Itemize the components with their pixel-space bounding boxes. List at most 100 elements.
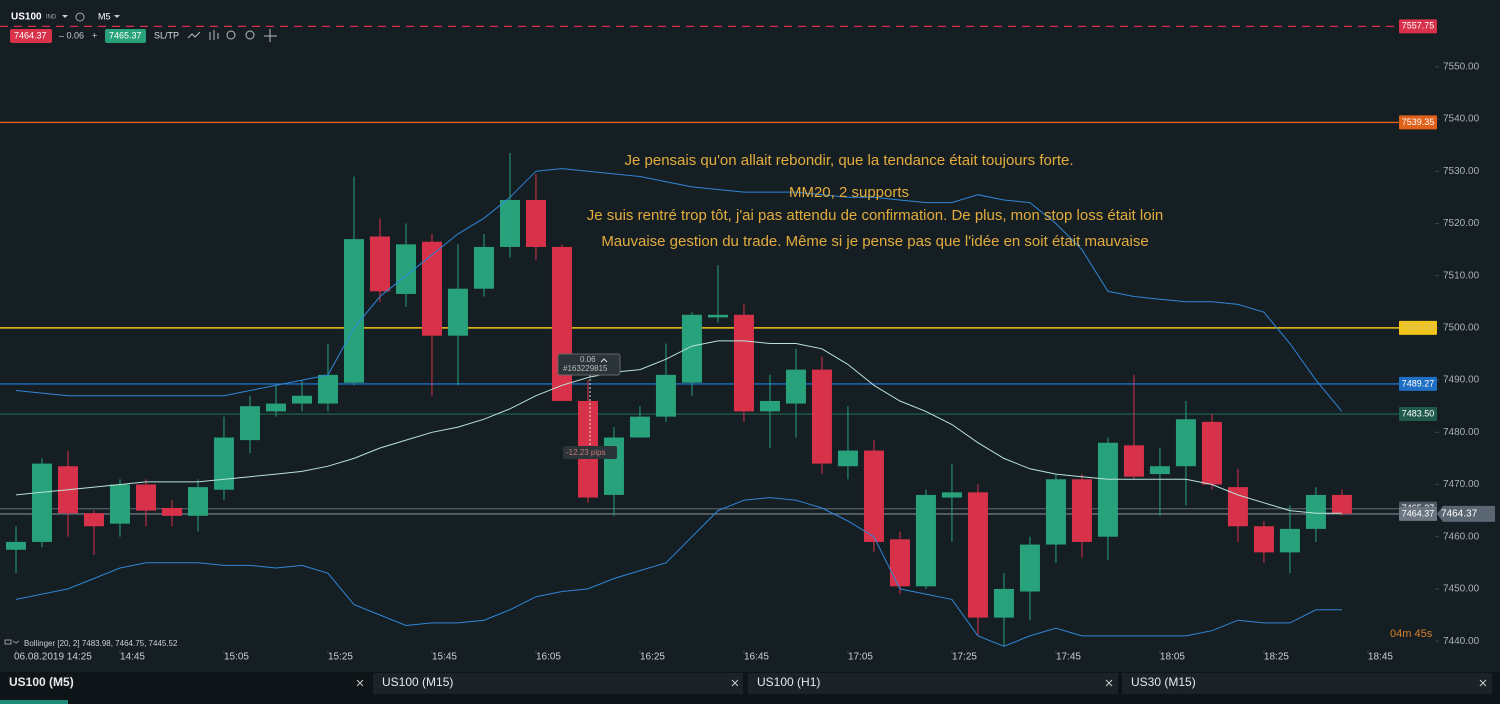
candle-body bbox=[499, 199, 520, 247]
current-price-label: 7464.37 bbox=[1441, 509, 1478, 520]
candle-body bbox=[759, 400, 780, 412]
tab[interactable] bbox=[373, 673, 743, 694]
candle-icon[interactable] bbox=[209, 30, 219, 40]
candle-body bbox=[915, 494, 936, 587]
price-level-label: 7557.75 bbox=[1402, 21, 1435, 31]
tab-label[interactable]: US30 (M15) bbox=[1131, 675, 1196, 689]
sell-box[interactable] bbox=[10, 29, 52, 43]
candle-body bbox=[1201, 421, 1222, 485]
x-tick-label: 14:45 bbox=[120, 652, 145, 663]
annotation: Je pensais qu'on allait rebondir, que la… bbox=[625, 152, 1074, 169]
price-level-tag bbox=[1399, 115, 1437, 130]
candle-body bbox=[1123, 445, 1144, 477]
info-icon[interactable] bbox=[75, 12, 85, 22]
candle-body bbox=[967, 492, 988, 618]
candle-body bbox=[707, 314, 728, 318]
candle-body bbox=[291, 395, 312, 404]
candle-body bbox=[1227, 487, 1248, 527]
y-tick-label: 7460.00 bbox=[1443, 531, 1480, 542]
x-tick-label: 06.08.2019 14:25 bbox=[14, 652, 92, 663]
y-tick-label: 7480.00 bbox=[1443, 427, 1480, 438]
x-tick-label: 17:45 bbox=[1056, 652, 1081, 663]
pips-box bbox=[563, 446, 617, 459]
symbol[interactable]: US100 bbox=[11, 12, 42, 23]
tab-label[interactable]: US100 (M15) bbox=[382, 675, 453, 689]
candle-body bbox=[551, 246, 572, 401]
candle-body bbox=[889, 539, 910, 587]
tab-close[interactable] bbox=[1105, 679, 1113, 687]
annotation: Je suis rentré trop tôt, j'ai pas attend… bbox=[587, 207, 1164, 224]
buy-box[interactable] bbox=[105, 29, 146, 43]
price-level-label: 7483.50 bbox=[1402, 408, 1435, 418]
trade-ticket: #163229815 bbox=[563, 364, 608, 373]
trade-volume: 0.06 bbox=[580, 355, 596, 364]
tab-close[interactable] bbox=[731, 679, 739, 687]
price-level-tag bbox=[1399, 506, 1437, 521]
candle-body bbox=[1279, 528, 1300, 553]
x-tick-label: 18:45 bbox=[1368, 652, 1393, 663]
crosshair-icon[interactable] bbox=[264, 29, 277, 42]
x-tick-label: 15:05 bbox=[224, 652, 249, 663]
indicator-legend: Bollinger [20, 2] 7483.98, 7464.75, 7445… bbox=[24, 639, 178, 648]
timeframe[interactable]: M5 bbox=[98, 11, 111, 21]
candle-body bbox=[629, 416, 650, 438]
price-level-label: 7489.27 bbox=[1402, 378, 1435, 388]
toolbar-icons[interactable] bbox=[187, 29, 277, 42]
dropdown-icon[interactable] bbox=[62, 15, 68, 18]
candle-body bbox=[369, 236, 390, 292]
x-tick-label: 17:05 bbox=[848, 652, 873, 663]
sltp[interactable]: SL/TP bbox=[154, 30, 179, 40]
candle-body bbox=[811, 369, 832, 464]
candle-body bbox=[317, 374, 338, 404]
x-tick-label: 18:25 bbox=[1264, 652, 1289, 663]
tab[interactable] bbox=[1122, 673, 1492, 694]
candle-body bbox=[1149, 466, 1170, 475]
ask-price[interactable]: 7465.37 bbox=[109, 30, 142, 40]
candle-body bbox=[31, 463, 52, 542]
y-tick-label: 7470.00 bbox=[1443, 479, 1480, 490]
candle-body bbox=[213, 437, 234, 490]
candle-body bbox=[837, 450, 858, 467]
candle-body bbox=[395, 244, 416, 294]
candle-body bbox=[239, 406, 260, 441]
candle-body bbox=[525, 199, 546, 247]
candle-body bbox=[863, 450, 884, 542]
price-level-tag bbox=[1399, 407, 1437, 422]
y-tick-label: 7440.00 bbox=[1443, 636, 1480, 647]
price-level-tag bbox=[1399, 376, 1437, 391]
candle-body bbox=[1045, 479, 1066, 545]
candle-body bbox=[1305, 494, 1326, 529]
y-tick-label: 7510.00 bbox=[1443, 270, 1480, 281]
x-tick-label: 15:45 bbox=[432, 652, 457, 663]
candle-body bbox=[1331, 494, 1352, 514]
candle-body bbox=[343, 239, 364, 383]
y-tick-label: 7500.00 bbox=[1443, 323, 1480, 334]
plus[interactable]: + bbox=[92, 30, 97, 40]
candle-body bbox=[1071, 479, 1092, 542]
y-tick-label: 7490.00 bbox=[1443, 375, 1480, 386]
bid-price[interactable]: 7464.37 bbox=[14, 30, 47, 40]
zoom-out-icon[interactable] bbox=[226, 30, 236, 40]
tab-label[interactable]: US100 (H1) bbox=[757, 675, 820, 689]
candle-body bbox=[187, 487, 208, 516]
line-icon[interactable] bbox=[187, 31, 201, 39]
indicator-icons[interactable] bbox=[4, 639, 20, 645]
spread: – 0.06 bbox=[59, 30, 84, 40]
candle-body bbox=[1019, 544, 1040, 592]
tab-close[interactable] bbox=[1479, 679, 1487, 687]
x-tick-label: 16:05 bbox=[536, 652, 561, 663]
bollinger-line bbox=[15, 497, 1342, 647]
tab[interactable] bbox=[748, 673, 1118, 694]
candle-body bbox=[1175, 419, 1196, 467]
zoom-in-icon[interactable] bbox=[245, 30, 255, 40]
price-level-tag bbox=[1399, 19, 1437, 34]
tab-close[interactable] bbox=[356, 679, 364, 687]
y-tick-label: 7450.00 bbox=[1443, 584, 1480, 595]
active-tab-indicator bbox=[0, 700, 68, 704]
tab-label[interactable]: US100 (M5) bbox=[9, 675, 74, 689]
price-level-label: 7464.37 bbox=[1402, 508, 1435, 518]
dropdown-icon[interactable] bbox=[114, 15, 120, 18]
x-tick-label: 15:25 bbox=[328, 652, 353, 663]
x-tick-label: 18:05 bbox=[1160, 652, 1185, 663]
